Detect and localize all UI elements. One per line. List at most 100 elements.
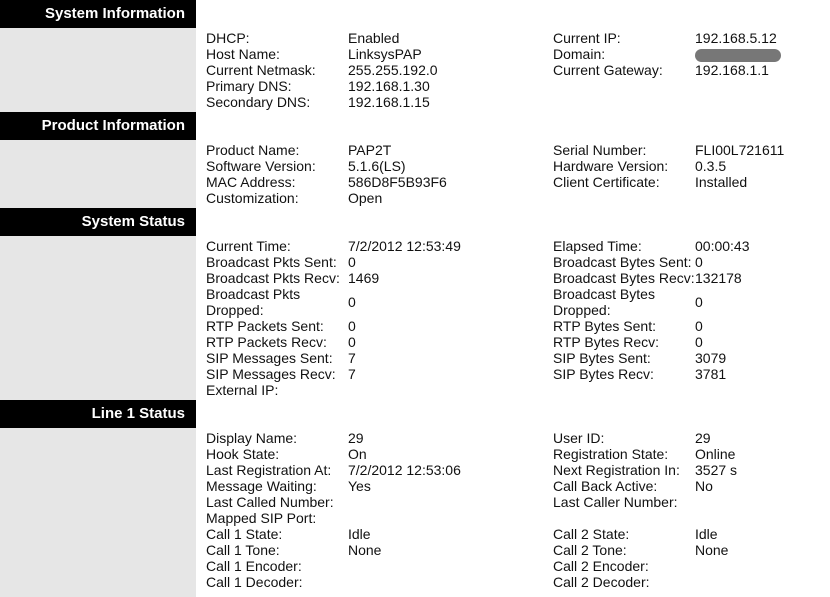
field-value: 192.168.1.30: [348, 78, 430, 94]
status-row: Current Time: 7/2/2012 12:53:49 Elapsed Ti…: [206, 238, 825, 254]
field-value: 29: [348, 430, 364, 446]
status-row: External IP:: [206, 382, 825, 398]
section-title: System Status: [0, 208, 196, 236]
field-value: Idle: [695, 526, 718, 542]
field-value: On: [348, 446, 367, 462]
field-value: Installed: [695, 174, 748, 190]
status-row: Last Registration At: 7/2/2012 12:53:06 Ne…: [206, 462, 825, 478]
status-row: SIP Messages Sent: 7 SIP Bytes Sent: 3079: [206, 350, 825, 366]
field-value: 7/2/2012 12:53:49: [348, 238, 461, 254]
field-label: Elapsed Time:: [553, 238, 642, 254]
field-label: Broadcast Bytes Recv:: [553, 270, 695, 286]
section: Product Information Product Name: PAP2T Ser…: [0, 112, 830, 206]
status-row: Current Netmask: 255.255.192.0 Current Gat…: [206, 62, 825, 78]
field-label: Current Gateway:: [553, 62, 663, 78]
field-value: FLI00L721611: [695, 142, 785, 158]
field-label: Client Certificate:: [553, 174, 660, 190]
field-value: 0.3.5: [695, 158, 727, 174]
status-row: DHCP: Enabled Current IP: 192.168.5.12: [206, 30, 825, 46]
status-row: Call 1 Decoder: Call 2 Decoder:: [206, 574, 825, 590]
field-value: No: [695, 478, 713, 494]
field-value: 586D8F5B93F6: [348, 174, 447, 190]
field-label: RTP Packets Recv:: [206, 334, 327, 350]
field-label: Product Name:: [206, 142, 300, 158]
field-label: Customization:: [206, 190, 299, 206]
field-value: 0: [348, 294, 356, 310]
field-label: SIP Messages Sent:: [206, 350, 333, 366]
field-value: 0: [348, 334, 356, 350]
field-label: Broadcast Bytes Dropped:: [553, 286, 655, 318]
status-row: Display Name: 29 User ID: 29: [206, 430, 825, 446]
field-label: Last Caller Number:: [553, 494, 678, 510]
field-value: None: [348, 542, 382, 558]
field-label: Serial Number:: [553, 142, 647, 158]
section: System Status Current Time: 7/2/2012 12:53…: [0, 208, 830, 398]
status-row: MAC Address: 586D8F5B93F6 Client Certifica…: [206, 174, 825, 190]
field-label: Hook State:: [206, 446, 280, 462]
field-label: Broadcast Pkts Dropped:: [206, 286, 301, 318]
field-label: RTP Packets Sent:: [206, 318, 324, 334]
field-value: [695, 574, 825, 590]
field-value: [348, 558, 553, 574]
field-label: Broadcast Pkts Sent:: [206, 254, 337, 270]
field-label: Display Name:: [206, 430, 298, 446]
field-value: 0: [695, 334, 703, 350]
field-label: DHCP:: [206, 30, 250, 46]
section-title: Line 1 Status: [0, 400, 196, 428]
status-row: Software Version: 5.1.6(LS) Hardware Versi…: [206, 158, 825, 174]
field-label: Secondary DNS:: [206, 94, 311, 110]
section-title: Product Information: [0, 112, 196, 140]
field-value: Yes: [348, 478, 371, 494]
field-label: Current Netmask:: [206, 62, 316, 78]
field-label: Broadcast Pkts Recv:: [206, 270, 340, 286]
field-label: SIP Bytes Sent:: [553, 350, 651, 366]
field-value: 3079: [695, 350, 727, 366]
field-label: Call Back Active:: [553, 478, 658, 494]
status-row: Hook State: On Registration State: Online: [206, 446, 825, 462]
field-value: [695, 494, 825, 510]
field-label: Last Registration At:: [206, 462, 332, 478]
status-row: Call 1 Tone: None Call 2 Tone: None: [206, 542, 825, 558]
field-label: Message Waiting:: [206, 478, 317, 494]
section: System Information DHCP: Enabled Current IP…: [0, 0, 830, 110]
field-value: 0: [348, 254, 356, 270]
field-value: 7: [348, 366, 356, 382]
field-value: [695, 510, 825, 526]
section-title: System Information: [0, 0, 196, 28]
field-value: Idle: [348, 526, 371, 542]
field-value: 7/2/2012 12:53:06: [348, 462, 461, 478]
field-value: 29: [695, 430, 711, 446]
status-row: SIP Messages Recv: 7 SIP Bytes Recv: 3781: [206, 366, 825, 382]
field-value: 192.168.1.15: [348, 94, 430, 110]
field-value: 0: [348, 318, 356, 334]
field-label: Domain:: [553, 46, 606, 62]
status-row: Customization: Open: [206, 190, 825, 206]
field-value: 0: [695, 294, 703, 310]
field-value: LinksysPAP: [348, 46, 422, 62]
status-row: RTP Packets Sent: 0 RTP Bytes Sent: 0: [206, 318, 825, 334]
field-label: Mapped SIP Port:: [206, 510, 317, 526]
field-value: Open: [348, 190, 383, 206]
field-value: [348, 574, 553, 590]
field-label: SIP Messages Recv:: [206, 366, 336, 382]
field-label: Registration State:: [553, 446, 669, 462]
field-label: Host Name:: [206, 46, 280, 62]
field-value: 255.255.192.0: [348, 62, 438, 78]
status-row: Primary DNS: 192.168.1.30: [206, 78, 825, 94]
field-value: Enabled: [348, 30, 400, 46]
field-label: Call 1 Decoder:: [206, 574, 303, 590]
field-label: [553, 190, 695, 206]
field-value: 3781: [695, 366, 727, 382]
field-label: SIP Bytes Recv:: [553, 366, 654, 382]
status-table: Product Name: PAP2T Serial Number: FLI00L72…: [206, 142, 825, 206]
field-label: Call 1 Encoder:: [206, 558, 302, 574]
field-value: 192.168.1.1: [695, 62, 769, 78]
field-label: Call 2 State:: [553, 526, 630, 542]
field-label: Current Time:: [206, 238, 291, 254]
field-label: Hardware Version:: [553, 158, 669, 174]
field-label: Broadcast Bytes Sent:: [553, 254, 692, 270]
redacted-value: [695, 48, 781, 62]
status-row: Host Name: LinksysPAP Domain:: [206, 46, 825, 62]
status-row: Call 1 Encoder: Call 2 Encoder:: [206, 558, 825, 574]
status-row: Broadcast Pkts Sent: 0 Broadcast Bytes Sen…: [206, 254, 825, 270]
